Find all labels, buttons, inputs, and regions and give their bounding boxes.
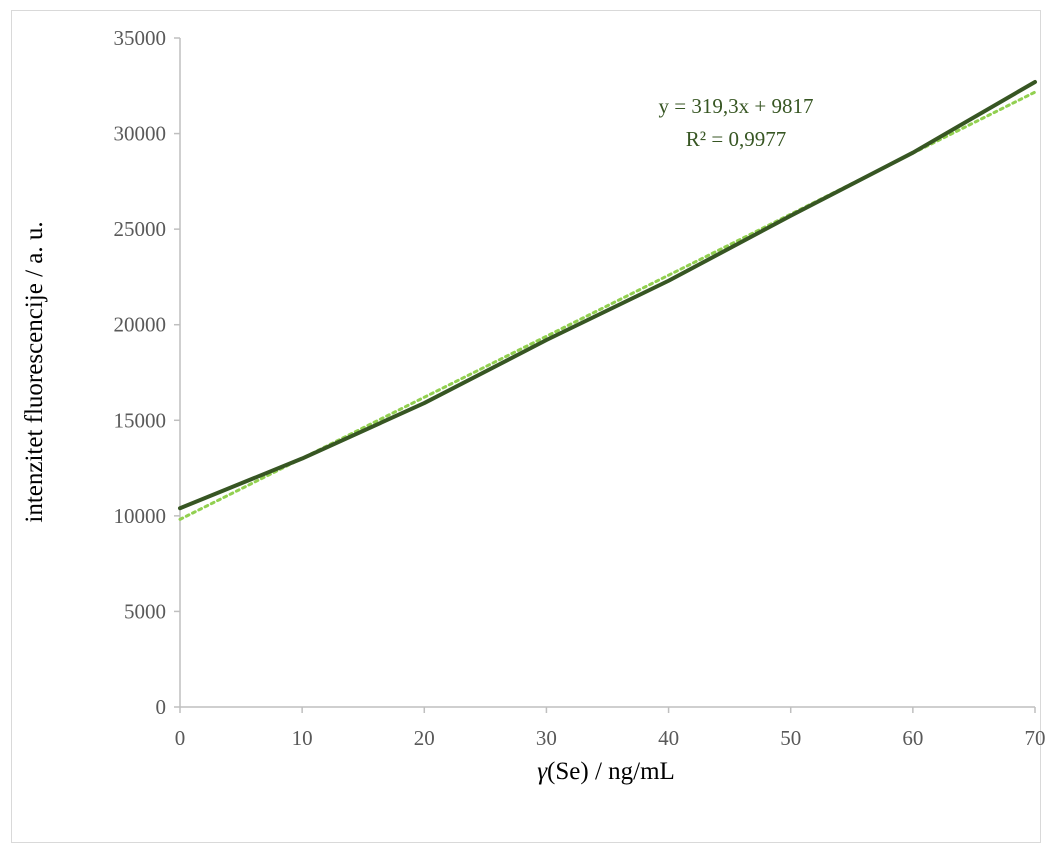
y-axis-title: intenzitet fluorescencije / a. u. (21, 221, 48, 522)
y-tick-label: 20000 (114, 313, 167, 337)
y-tick-label: 5000 (124, 599, 166, 623)
series-line (178, 79, 1037, 511)
x-tick-labels: 0 10 20 30 40 50 60 70 (175, 726, 1046, 750)
x-tick-label: 60 (902, 726, 923, 750)
x-tick-label: 20 (414, 726, 435, 750)
x-tick-label: 50 (780, 726, 801, 750)
y-tick-label: 30000 (114, 122, 167, 146)
y-tick-label: 0 (156, 695, 167, 719)
series-group (178, 79, 1037, 511)
x-axis-title: γ(Se) / ng/mL (537, 758, 675, 785)
y-tick-labels: 0 5000 10000 15000 20000 25000 30000 35000 (114, 26, 167, 719)
trendline (178, 90, 1037, 521)
y-tick-label: 15000 (114, 408, 167, 432)
x-tick-label: 30 (536, 726, 557, 750)
y-tick-label: 25000 (114, 217, 167, 241)
x-axis-title-var: γ (537, 758, 548, 785)
axes (174, 37, 1036, 713)
x-axis-title-rest: (Se) / ng/mL (547, 758, 675, 785)
x-tick-label: 10 (292, 726, 313, 750)
x-tick-label: 40 (658, 726, 679, 750)
trendline-r-squared: R² = 0,9977 (686, 127, 786, 151)
y-tick-label: 10000 (114, 504, 167, 528)
y-tick-label: 35000 (114, 26, 167, 50)
x-tick-label: 70 (1025, 726, 1046, 750)
trendline-group (178, 90, 1037, 521)
chart-area (11, 10, 1041, 843)
trendline-equation: y = 319,3x + 9817 (659, 94, 814, 118)
x-tick-label: 0 (175, 726, 186, 750)
